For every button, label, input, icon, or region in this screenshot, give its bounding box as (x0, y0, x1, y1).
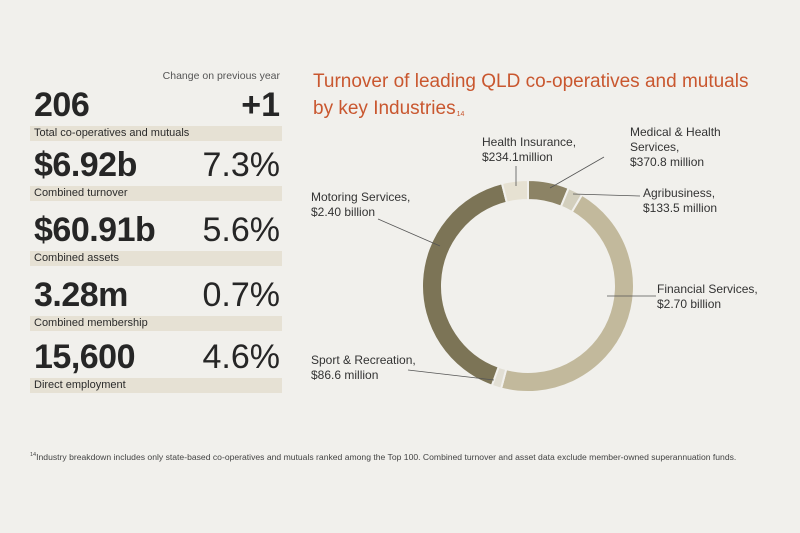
chart-title-text: Turnover of leading QLD co-operatives an… (313, 71, 749, 119)
leader-line-motor (377, 218, 441, 247)
stat-value: 15,600 (34, 338, 136, 376)
stat-cooperatives: 206 +1 Total co-operatives and mutuals (30, 82, 282, 141)
stat-assets: $60.91b 5.6% Combined assets (30, 207, 282, 266)
label-line: $370.8 million (630, 155, 705, 169)
stat-value: 206 (34, 86, 90, 124)
stat-change: 4.6% (202, 338, 281, 376)
stat-value: 3.28m (34, 276, 128, 314)
label-financial: Financial Services, $2.70 billion (657, 282, 758, 312)
stat-change: 0.7% (202, 276, 281, 314)
stat-label: Combined membership (30, 316, 282, 331)
label-line: $2.70 billion (657, 297, 722, 311)
label-line: Motoring Services, (311, 190, 411, 204)
label-line: $86.6 million (311, 368, 379, 382)
donut-slice-financial-services (499, 193, 635, 393)
stat-change: +1 (241, 86, 280, 124)
stat-value: $6.92b (34, 146, 137, 184)
label-agribusiness: Agribusiness, $133.5 million (643, 186, 717, 216)
chart-title: Turnover of leading QLD co-operatives an… (313, 68, 753, 122)
stat-label: Combined turnover (30, 186, 282, 201)
stat-change: 7.3% (202, 146, 281, 184)
label-line: $133.5 million (643, 201, 718, 215)
label-line: Health Insurance, (482, 135, 577, 149)
donut-slice-health-insurance (500, 178, 529, 204)
donut-slice-motoring-services (421, 182, 509, 387)
label-medical-health: Medical & Health Services, $370.8 millio… (630, 125, 721, 170)
stat-membership: 3.28m 0.7% Combined membership (30, 272, 282, 331)
label-line: $234.1million (482, 150, 553, 164)
stat-label: Direct employment (30, 378, 282, 393)
stat-employment: 15,600 4.6% Direct employment (30, 334, 282, 393)
stat-change: 5.6% (202, 211, 281, 249)
label-line: $2.40 billion (311, 205, 376, 219)
stat-label: Combined assets (30, 251, 282, 266)
footnote-text: Industry breakdown includes only state-b… (36, 452, 737, 462)
leader-line-sport (407, 369, 495, 381)
label-sport: Sport & Recreation, $86.6 million (311, 353, 416, 383)
stat-turnover: $6.92b 7.3% Combined turnover (30, 142, 282, 201)
label-line: Medical & Health (630, 125, 721, 139)
footnote: 14Industry breakdown includes only state… (30, 452, 790, 462)
label-health-insurance: Health Insurance, $234.1million (482, 135, 576, 165)
change-header: Change on previous year (162, 70, 280, 82)
label-line: Agribusiness, (643, 186, 716, 200)
label-line: Services, (630, 140, 680, 154)
leader-line-agri (572, 193, 641, 197)
label-line: Financial Services, (657, 282, 758, 296)
footnote-ref: 14 (30, 452, 37, 458)
label-line: Sport & Recreation, (311, 353, 416, 367)
label-motoring: Motoring Services, $2.40 billion (311, 190, 410, 220)
chart-title-footnote-ref: 14 (456, 111, 465, 118)
stat-value: $60.91b (34, 211, 156, 249)
leader-line-medical (549, 156, 605, 189)
stat-label: Total co-operatives and mutuals (30, 126, 282, 141)
